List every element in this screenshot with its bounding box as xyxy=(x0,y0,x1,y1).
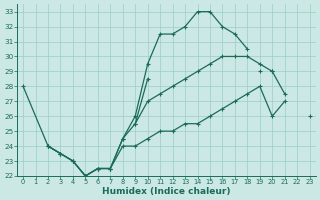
X-axis label: Humidex (Indice chaleur): Humidex (Indice chaleur) xyxy=(102,187,231,196)
